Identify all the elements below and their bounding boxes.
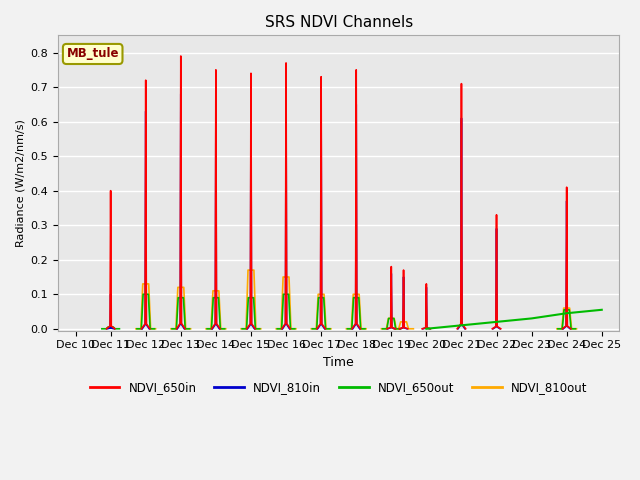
X-axis label: Time: Time <box>323 356 354 369</box>
Title: SRS NDVI Channels: SRS NDVI Channels <box>264 15 413 30</box>
Legend: NDVI_650in, NDVI_810in, NDVI_650out, NDVI_810out: NDVI_650in, NDVI_810in, NDVI_650out, NDV… <box>85 376 593 398</box>
Text: MB_tule: MB_tule <box>67 48 119 60</box>
Y-axis label: Radiance (W/m2/nm/s): Radiance (W/m2/nm/s) <box>15 119 25 247</box>
